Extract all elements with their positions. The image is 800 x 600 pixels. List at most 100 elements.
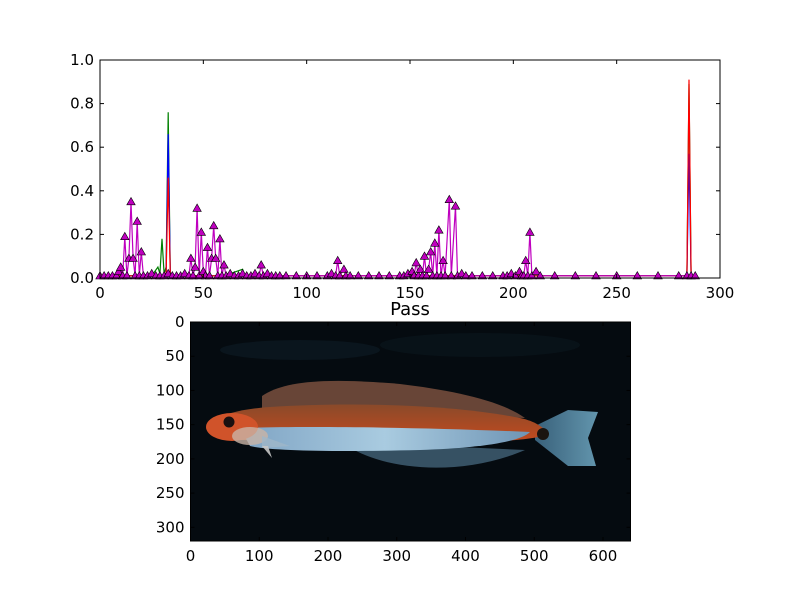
data-marker: [434, 225, 444, 234]
image-x-tick-label: 300: [382, 547, 411, 565]
photo-shadow: [220, 340, 380, 360]
data-marker: [126, 196, 136, 206]
image-x-tick-label: 0: [186, 547, 196, 565]
data-marker: [570, 270, 581, 280]
data-marker: [374, 270, 384, 280]
data-marker: [345, 270, 355, 280]
x-tick-label: 150: [396, 284, 425, 302]
data-marker: [632, 270, 643, 280]
data-marker: [423, 264, 434, 273]
tail-fin: [535, 410, 598, 466]
data-marker: [487, 270, 498, 280]
data-marker: [332, 255, 343, 264]
data-marker: [194, 270, 204, 280]
fish-photo: [190, 322, 631, 541]
image-y-tick-label: 100: [156, 381, 185, 399]
data-marker: [690, 270, 700, 280]
data-marker: [415, 264, 426, 273]
data-marker: [210, 253, 221, 262]
data-marker: [440, 270, 450, 280]
image-y-tick-label: 0: [175, 313, 185, 331]
data-marker: [477, 270, 488, 280]
data-marker: [591, 270, 601, 280]
fish-cheek: [232, 427, 268, 445]
x-tick-label: 50: [194, 284, 213, 302]
y-tick-label: 0.6: [70, 138, 94, 156]
data-marker: [312, 270, 322, 280]
data-marker: [446, 270, 457, 280]
image-panel: Pass 0 100 200 300 400 500 600: [156, 299, 631, 565]
data-marker: [339, 264, 349, 273]
data-marker: [527, 270, 537, 280]
data-marker: [132, 216, 142, 225]
image-x-axis: 0 100 200 300 400 500 600: [186, 322, 618, 565]
photo-shadow: [380, 333, 580, 357]
fish-eye: [223, 416, 235, 428]
image-y-tick-label: 300: [156, 518, 185, 536]
y-tick-label: 0.4: [70, 182, 94, 200]
data-marker: [520, 255, 531, 264]
data-marker: [411, 257, 421, 267]
data-marker: [190, 262, 200, 271]
data-marker: [438, 255, 448, 264]
plot-area: [100, 60, 720, 278]
line-chart: 0 50 100 150 200 250 300 0.0 0.2 0.4 0.6 0.8 1.0: [70, 51, 734, 302]
x-tick-label: 0: [95, 284, 105, 302]
pelvic-fin: [262, 446, 272, 458]
data-marker: [384, 270, 395, 280]
data-marker: [535, 270, 545, 280]
x-tick-label: 100: [292, 284, 321, 302]
data-marker: [549, 270, 560, 280]
data-marker: [353, 270, 364, 280]
data-marker: [215, 233, 225, 243]
data-marker: [128, 253, 138, 262]
y-tick-label: 0.8: [70, 95, 94, 113]
pectoral-fin: [262, 436, 290, 448]
image-x-tick-label: 500: [520, 547, 549, 565]
data-marker: [461, 270, 471, 280]
x-tick-label: 250: [602, 284, 631, 302]
data-marker: [450, 201, 461, 210]
data-marker: [196, 227, 207, 236]
y-tick-label: 0.2: [70, 225, 94, 243]
image-y-axis: 0 50 100 150 200 250 300: [156, 313, 631, 536]
data-marker: [531, 266, 541, 275]
data-marker: [136, 246, 147, 256]
x-tick-label: 200: [499, 284, 528, 302]
data-marker: [120, 231, 130, 240]
data-marker: [281, 270, 291, 280]
image-x-tick-label: 200: [314, 547, 343, 565]
y-tick-label: 0.0: [70, 269, 94, 287]
image-y-tick-label: 150: [156, 416, 185, 434]
data-marker: [525, 227, 535, 236]
data-marker: [192, 203, 202, 212]
data-marker: [219, 260, 229, 269]
image-frame: [190, 321, 631, 542]
image-x-tick-label: 100: [245, 547, 274, 565]
data-marker: [444, 194, 455, 203]
y-tick-label: 1.0: [70, 51, 94, 69]
marker-group: [95, 194, 700, 280]
fish-belly-stripe: [240, 427, 530, 451]
image-y-tick-label: 50: [165, 347, 184, 365]
image-y-tick-label: 250: [156, 484, 185, 502]
y-axis: 0.0 0.2 0.4 0.6 0.8 1.0: [70, 51, 720, 287]
data-marker: [653, 270, 663, 280]
data-marker: [188, 270, 198, 280]
image-x-tick-label: 400: [451, 547, 480, 565]
data-marker: [202, 242, 213, 251]
data-marker: [425, 246, 436, 256]
data-marker: [673, 270, 684, 280]
data-marker: [430, 238, 440, 247]
data-marker: [186, 253, 196, 262]
x-axis: 0 50 100 150 200 250 300: [95, 60, 734, 302]
caudal-spot: [537, 428, 549, 440]
data-marker: [204, 270, 215, 280]
data-marker: [421, 270, 432, 280]
data-marker: [334, 270, 345, 280]
data-marker: [291, 270, 302, 280]
data-marker: [208, 220, 219, 230]
image-x-tick-label: 600: [589, 547, 618, 565]
data-marker: [256, 260, 266, 269]
